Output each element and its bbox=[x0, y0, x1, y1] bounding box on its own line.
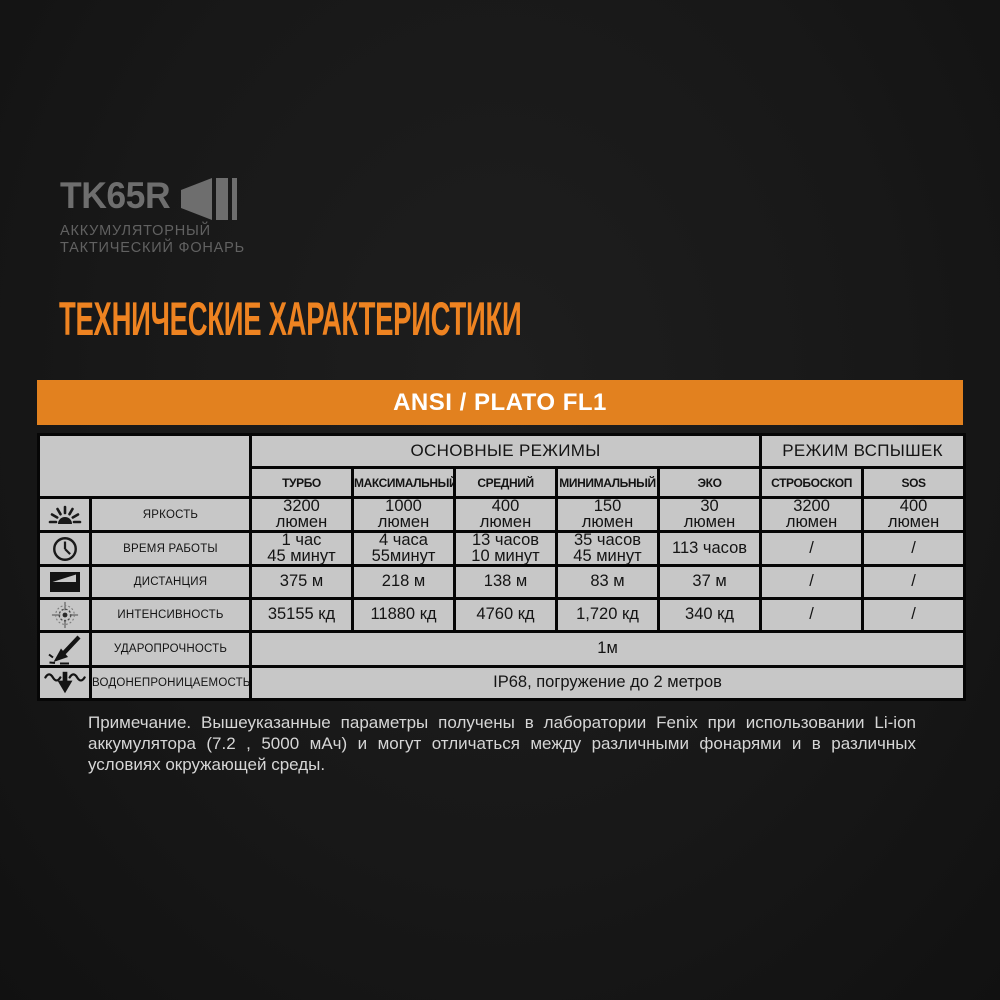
value-cell: / bbox=[759, 597, 865, 633]
mode-header-sos: SOS bbox=[861, 466, 967, 499]
value-cell: 138 м bbox=[453, 564, 558, 600]
mode-header-strobe: СТРОБОСКОП bbox=[759, 466, 865, 499]
footnote: Примечание. Вышеуказанные параметры полу… bbox=[88, 713, 916, 774]
value-cell: 13 часов 10 минут bbox=[453, 530, 558, 567]
value-cell: 340 кд bbox=[656, 597, 763, 633]
row-label-intensity: ИНТЕНСИВНОСТЬ bbox=[89, 597, 252, 633]
waterproof-icon bbox=[37, 665, 92, 701]
clock-icon bbox=[37, 530, 92, 567]
table-row-waterproof: ВОДОНЕПРОНИЦАЕМОСТЬ IP68, погружение до … bbox=[37, 665, 967, 701]
row-label-impact: УДАРОПРОЧНОСТЬ bbox=[89, 630, 252, 668]
value-cell: 11880 кд bbox=[351, 597, 456, 633]
value-cell: 3200 люмен bbox=[249, 496, 354, 533]
value-cell: 400 люмен bbox=[861, 496, 967, 533]
value-cell: / bbox=[861, 530, 967, 567]
flashlight-icon bbox=[180, 178, 239, 220]
value-cell: 83 м bbox=[555, 564, 660, 600]
value-cell: 375 м bbox=[249, 564, 354, 600]
value-cell: 400 люмен bbox=[453, 496, 558, 533]
distance-icon bbox=[37, 564, 92, 600]
value-cell: 4760 кд bbox=[453, 597, 558, 633]
group-header-main-modes: ОСНОВНЫЕ РЕЖИМЫ bbox=[248, 433, 763, 469]
value-cell: 30 люмен bbox=[656, 496, 763, 533]
value-cell: / bbox=[861, 564, 967, 600]
mode-header-max: МАКСИМАЛЬНЫЙ bbox=[351, 466, 456, 499]
table-row-brightness: ЯРКОСТЬ 3200 люмен 1000 люмен 400 люмен … bbox=[37, 496, 967, 533]
mode-header-eco: ЭКО bbox=[656, 466, 763, 499]
value-cell: 150 люмен bbox=[555, 496, 660, 533]
impact-value-cell: 1м bbox=[248, 630, 967, 668]
row-label-brightness: ЯРКОСТЬ bbox=[89, 496, 252, 533]
table-row-impact: УДАРОПРОЧНОСТЬ 1м bbox=[37, 630, 967, 668]
value-cell: 1000 люмен bbox=[351, 496, 456, 533]
brightness-icon bbox=[37, 496, 92, 533]
waterproof-value-cell: IP68, погружение до 2 метров bbox=[248, 665, 967, 701]
corner-cell bbox=[37, 433, 252, 499]
value-cell: 113 часов bbox=[656, 530, 763, 567]
page-title: ТЕХНИЧЕСКИЕ ХАРАКТЕРИСТИКИ bbox=[59, 292, 522, 345]
value-cell: 1 час 45 минут bbox=[249, 530, 354, 567]
row-label-waterproof: ВОДОНЕПРОНИЦАЕМОСТЬ bbox=[89, 665, 252, 701]
mode-header-turbo: ТУРБО bbox=[249, 466, 354, 499]
table-row-intensity: ИНТЕНСИВНОСТЬ 35155 кд 11880 кд 4760 кд … bbox=[37, 597, 967, 633]
value-cell: / bbox=[759, 530, 865, 567]
ansi-banner: ANSI / PLATO FL1 bbox=[37, 380, 963, 425]
value-cell: 35155 кд bbox=[249, 597, 354, 633]
intensity-icon bbox=[37, 597, 92, 633]
impact-icon bbox=[37, 630, 92, 668]
subtitle-line-1: АККУМУЛЯТОРНЫЙ bbox=[60, 223, 211, 239]
spec-table: ОСНОВНЫЕ РЕЖИМЫ РЕЖИМ ВСПЫШЕК ТУРБО МАКС… bbox=[37, 433, 967, 701]
table-row-distance: ДИСТАНЦИЯ 375 м 218 м 138 м 83 м 37 м / … bbox=[37, 564, 967, 600]
value-cell: 4 часа 55минут bbox=[351, 530, 456, 567]
brand-logo: TK65R АККУМУЛЯТОРНЫЙ ТАКТИЧЕСКИЙ ФОНАРЬ bbox=[60, 176, 245, 256]
group-header-flash-modes: РЕЖИМ ВСПЫШЕК bbox=[759, 433, 967, 469]
value-cell: / bbox=[861, 597, 967, 633]
value-cell: 1,720 кд bbox=[555, 597, 660, 633]
value-cell: 37 м bbox=[656, 564, 763, 600]
product-subtitle: АККУМУЛЯТОРНЫЙ ТАКТИЧЕСКИЙ ФОНАРЬ bbox=[60, 223, 245, 256]
model-name: TK65R bbox=[60, 175, 171, 216]
table-row-runtime: ВРЕМЯ РАБОТЫ 1 час 45 минут 4 часа 55мин… bbox=[37, 530, 967, 567]
row-label-distance: ДИСТАНЦИЯ bbox=[89, 564, 252, 600]
subtitle-line-2: ТАКТИЧЕСКИЙ ФОНАРЬ bbox=[60, 239, 245, 256]
value-cell: 3200 люмен bbox=[759, 496, 865, 533]
value-cell: / bbox=[759, 564, 865, 600]
mode-header-min: МИНИМАЛЬНЫЙ bbox=[555, 466, 660, 499]
mode-header-mid: СРЕДНИЙ bbox=[453, 466, 558, 499]
value-cell: 218 м bbox=[351, 564, 456, 600]
value-cell: 35 часов 45 минут bbox=[555, 530, 660, 567]
row-label-runtime: ВРЕМЯ РАБОТЫ bbox=[89, 530, 252, 567]
